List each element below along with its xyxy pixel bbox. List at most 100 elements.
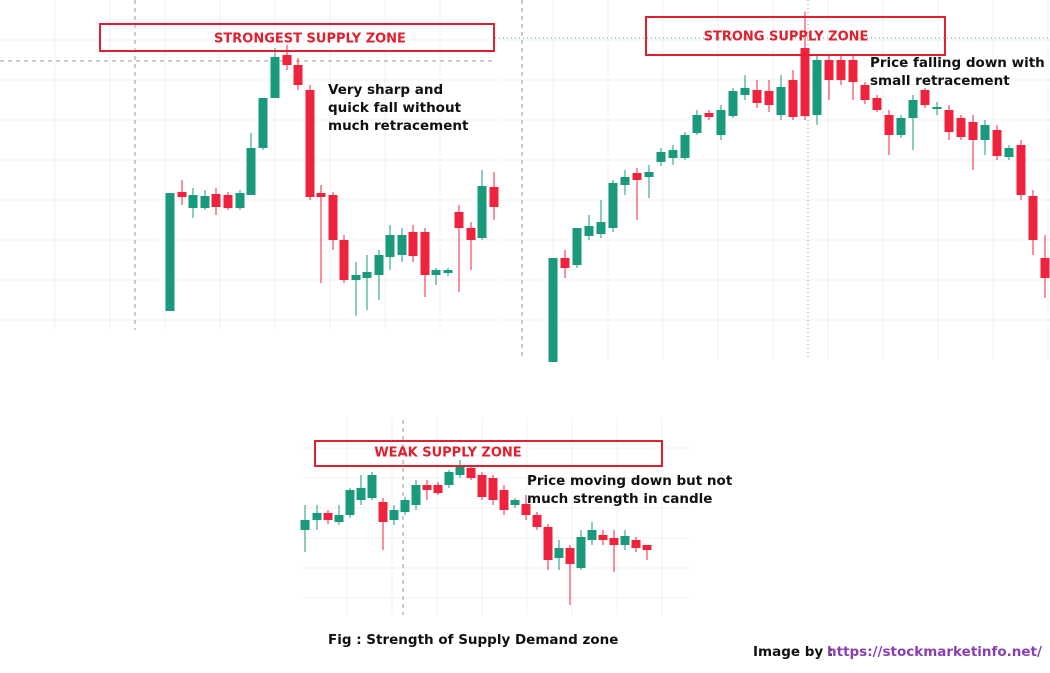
candle-body — [632, 173, 642, 180]
candle-body — [608, 183, 618, 228]
candle-body — [211, 194, 221, 207]
candle-body — [444, 472, 454, 485]
candle-body — [728, 91, 738, 116]
candle-body — [1016, 145, 1026, 195]
candle-body — [788, 80, 798, 117]
candle-body — [932, 107, 942, 109]
zone-label: STRONGEST SUPPLY ZONE — [214, 32, 406, 47]
candle-body — [532, 515, 542, 527]
candle-body — [543, 527, 553, 560]
candle-body — [812, 60, 822, 115]
candle-body — [411, 485, 421, 505]
candle-body — [400, 500, 410, 512]
candle-body — [300, 520, 310, 530]
candle-body — [644, 172, 654, 177]
candle-body — [565, 548, 575, 564]
candle-body — [836, 60, 846, 80]
candle-body — [282, 55, 292, 65]
candle-body — [258, 98, 268, 148]
candle-body — [188, 195, 198, 208]
note: much retracement — [328, 118, 469, 134]
candle-body — [668, 150, 678, 158]
candle-body — [554, 548, 564, 558]
candle-body — [576, 537, 586, 568]
candle-body — [389, 510, 399, 520]
candle-body — [824, 60, 834, 80]
candle-body — [334, 515, 344, 522]
candle-body — [328, 195, 338, 240]
zone-label: STRONG SUPPLY ZONE — [704, 30, 869, 45]
candles — [165, 12, 1050, 605]
candle-body — [455, 467, 465, 475]
note: much strength in candle — [527, 491, 712, 507]
candle-body — [270, 57, 280, 98]
candle-body — [704, 113, 714, 117]
candle-body — [609, 538, 619, 545]
zone-box — [314, 440, 663, 467]
candle-body — [572, 228, 582, 265]
candle-body — [631, 540, 641, 548]
candle-body — [489, 187, 499, 207]
candle-body — [385, 235, 395, 257]
note: Very sharp and — [328, 82, 443, 98]
candle-body — [223, 195, 233, 208]
candle-body — [848, 60, 858, 82]
candle-body — [454, 212, 464, 228]
candle-body — [408, 232, 418, 256]
candle-body — [488, 478, 498, 500]
candle-body — [200, 196, 210, 208]
candle-body — [1004, 148, 1014, 157]
candle-body — [680, 135, 690, 158]
candle-body — [908, 100, 918, 118]
zone-box — [645, 16, 946, 56]
candle-body — [620, 177, 630, 185]
candle-body — [378, 502, 388, 522]
candle-body — [433, 485, 443, 493]
candle-body — [620, 536, 630, 545]
zone-label: WEAK SUPPLY ZONE — [374, 446, 521, 461]
candle-body — [920, 90, 930, 105]
candle-body — [596, 222, 606, 234]
candle-body — [968, 122, 978, 140]
candle-body — [477, 475, 487, 497]
candle-body — [692, 115, 702, 133]
candle-body — [656, 152, 666, 162]
candle-body — [477, 186, 487, 238]
candle-body — [351, 275, 361, 280]
zone-box — [99, 23, 495, 52]
candle-body — [420, 232, 430, 275]
candle-body — [312, 513, 322, 520]
candle-body — [752, 90, 762, 103]
candle-body — [992, 130, 1002, 156]
note: Price moving down but not — [527, 473, 733, 489]
candle-body — [956, 118, 966, 137]
candle-body — [860, 85, 870, 100]
candle-body — [177, 192, 187, 197]
candle-body — [776, 87, 786, 115]
candle-body — [293, 65, 303, 85]
candle-body — [980, 125, 990, 140]
caption: Fig : Strength of Supply Demand zone — [328, 632, 618, 648]
candle-body — [345, 490, 355, 515]
candle-body — [548, 258, 558, 362]
candle-body — [896, 118, 906, 135]
candle-body — [466, 468, 476, 478]
candle-body — [716, 110, 726, 135]
candle-body — [466, 228, 476, 240]
grid — [0, 0, 1050, 615]
candle-body — [1028, 196, 1038, 240]
note: Price falling down with — [870, 55, 1045, 71]
candle-body — [800, 48, 810, 116]
candle-body — [397, 235, 407, 255]
note: quick fall without — [328, 100, 462, 116]
candle-body — [510, 500, 520, 505]
candle-body — [521, 504, 531, 515]
credit-label: Image by : — [753, 644, 833, 660]
note: small retracement — [870, 73, 1010, 89]
candle-body — [764, 91, 774, 105]
candle-body — [443, 270, 453, 273]
candle-body — [235, 193, 245, 208]
candle-body — [339, 240, 349, 280]
credit-url[interactable]: https://stockmarketinfo.net/ — [827, 644, 1042, 660]
